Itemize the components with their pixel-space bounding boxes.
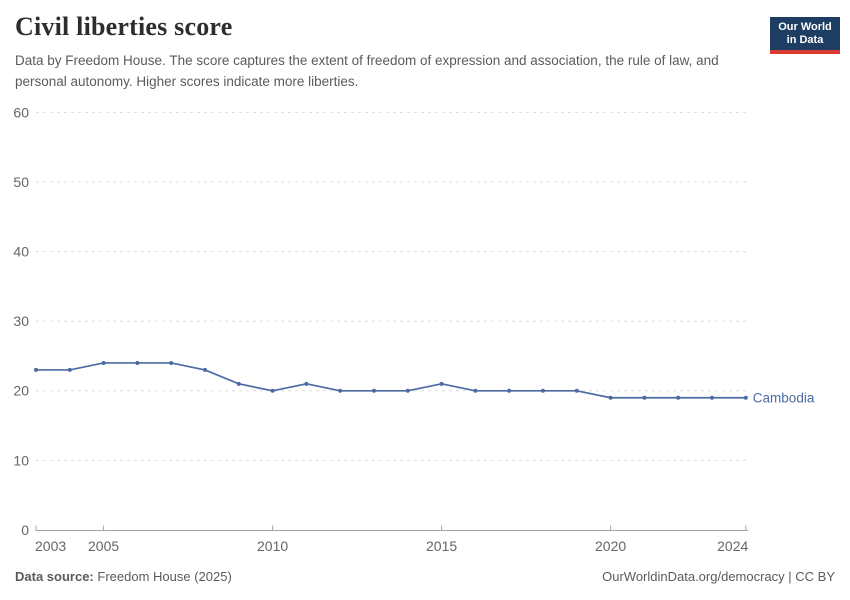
data-point-cambodia-2006[interactable] xyxy=(135,360,140,365)
data-point-cambodia-2009[interactable] xyxy=(236,381,241,386)
x-tick-label-2020: 2020 xyxy=(595,538,626,554)
data-source-note: Data source: Freedom House (2025) xyxy=(15,569,232,584)
y-tick-label-50: 50 xyxy=(13,174,29,190)
owid-logo-line2: in Data xyxy=(786,33,824,46)
data-point-cambodia-2013[interactable] xyxy=(372,388,376,393)
data-source-label: Data source: xyxy=(15,569,94,584)
x-tick-label-2015: 2015 xyxy=(426,538,457,554)
x-tick-label-2024: 2024 xyxy=(717,538,748,554)
y-tick-label-10: 10 xyxy=(13,452,29,468)
x-tick-label-2010: 2010 xyxy=(257,538,288,554)
data-point-cambodia-2007[interactable] xyxy=(169,360,174,365)
data-point-cambodia-2016[interactable] xyxy=(473,388,478,393)
data-point-cambodia-2024[interactable] xyxy=(743,395,748,400)
y-tick-label-20: 20 xyxy=(13,383,29,399)
y-tick-label-0: 0 xyxy=(21,522,29,538)
data-point-cambodia-2020[interactable] xyxy=(608,395,613,400)
chart-title: Civil liberties score xyxy=(15,12,233,41)
entity-label-cambodia[interactable]: Cambodia xyxy=(753,390,815,405)
y-tick-label-60: 60 xyxy=(13,104,29,120)
y-tick-label-30: 30 xyxy=(13,313,29,329)
data-point-cambodia-2015[interactable] xyxy=(439,381,444,386)
data-point-cambodia-2023[interactable] xyxy=(710,395,714,400)
data-point-cambodia-2019[interactable] xyxy=(574,388,579,393)
data-point-cambodia-2014[interactable] xyxy=(405,388,410,393)
data-point-cambodia-2010[interactable] xyxy=(270,388,275,393)
data-source-value: Freedom House (2025) xyxy=(97,569,232,584)
data-point-cambodia-2017[interactable] xyxy=(507,388,512,393)
x-tick-label-2003: 2003 xyxy=(35,538,66,554)
owid-logo-line1: Our World xyxy=(778,20,832,33)
credit-link[interactable]: OurWorldinData.org/democracy | CC BY xyxy=(602,569,835,584)
data-point-cambodia-2008[interactable] xyxy=(203,367,207,372)
y-tick-label-40: 40 xyxy=(13,244,29,260)
data-point-cambodia-2018[interactable] xyxy=(541,388,545,393)
data-point-cambodia-2011[interactable] xyxy=(304,381,309,386)
data-point-cambodia-2004[interactable] xyxy=(67,367,72,372)
data-point-cambodia-2003[interactable] xyxy=(34,367,38,372)
data-point-cambodia-2021[interactable] xyxy=(642,395,647,400)
x-tick-label-2005: 2005 xyxy=(88,538,119,554)
data-point-cambodia-2012[interactable] xyxy=(338,388,343,393)
data-point-cambodia-2022[interactable] xyxy=(676,395,681,400)
chart-subtitle: Data by Freedom House. The score capture… xyxy=(15,53,719,89)
owid-logo[interactable]: Our World in Data xyxy=(770,17,840,54)
data-point-cambodia-2005[interactable] xyxy=(101,360,106,365)
series-line-cambodia xyxy=(35,362,747,399)
